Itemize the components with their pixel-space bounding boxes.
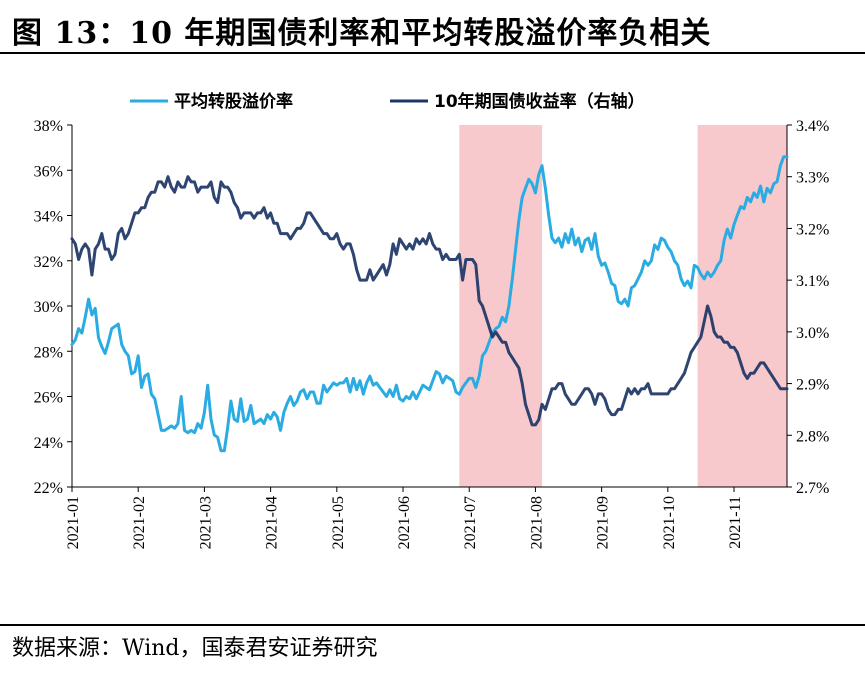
legend-label-2: 10年期国债收益率（右轴）	[434, 91, 645, 112]
x-tick-label: 2021-08	[528, 496, 545, 549]
right-tick-label: 3.4%	[796, 118, 829, 135]
x-tick-label: 2021-09	[595, 496, 612, 549]
right-tick-label: 2.7%	[796, 480, 829, 497]
left-tick-label: 24%	[34, 435, 63, 452]
left-tick-label: 28%	[34, 344, 63, 361]
x-tick-label: 2021-02	[131, 496, 148, 549]
x-tick-label: 2021-11	[727, 496, 744, 549]
x-tick-label: 2021-01	[65, 496, 82, 549]
right-tick-label: 3.0%	[796, 325, 829, 342]
series-line-2	[70, 175, 789, 427]
figure-title: 图 13：10 年期国债利率和平均转股溢价率负相关	[12, 16, 712, 51]
line-chart: 22% 24% 26% 28% 30% 32% 34% 36% 38% 2.7% 2.8% 2.9% 3…	[34, 91, 830, 549]
right-tick-label: 2.9%	[796, 377, 829, 394]
series-line-1	[70, 155, 789, 453]
axes: 22% 24% 26% 28% 30% 32% 34% 36% 38% 2.7% 2.8% 2.9% 3…	[34, 118, 830, 549]
left-tick-label: 38%	[34, 118, 63, 135]
x-tick-label: 2021-06	[396, 496, 413, 549]
right-tick-label: 3.1%	[796, 273, 829, 290]
right-tick-label: 3.3%	[796, 170, 829, 187]
x-tick-label: 2021-10	[661, 496, 678, 549]
shaded-region-2	[697, 125, 787, 487]
left-tick-label: 30%	[34, 299, 63, 316]
top-rule	[0, 52, 865, 54]
x-tick-label: 2021-07	[462, 496, 479, 549]
series-lines	[70, 155, 789, 453]
x-tick-label: 2021-04	[264, 496, 281, 549]
bottom-rule	[0, 624, 865, 626]
right-tick-label: 3.2%	[796, 221, 829, 238]
x-tick-label: 2021-05	[330, 496, 347, 549]
legend-label-1: 平均转股溢价率	[174, 91, 293, 112]
right-tick-label: 2.8%	[796, 428, 829, 445]
left-tick-label: 26%	[34, 390, 63, 407]
legend: 平均转股溢价率 10年期国债收益率（右轴）	[130, 91, 645, 112]
source-note: 数据来源：Wind，国泰君安证券研究	[12, 636, 378, 661]
left-tick-label: 32%	[34, 254, 63, 271]
left-tick-label: 34%	[34, 209, 63, 226]
left-tick-label: 36%	[34, 163, 63, 180]
shaded-region-1	[459, 125, 543, 487]
left-tick-label: 22%	[34, 480, 63, 497]
x-tick-label: 2021-03	[197, 496, 214, 549]
